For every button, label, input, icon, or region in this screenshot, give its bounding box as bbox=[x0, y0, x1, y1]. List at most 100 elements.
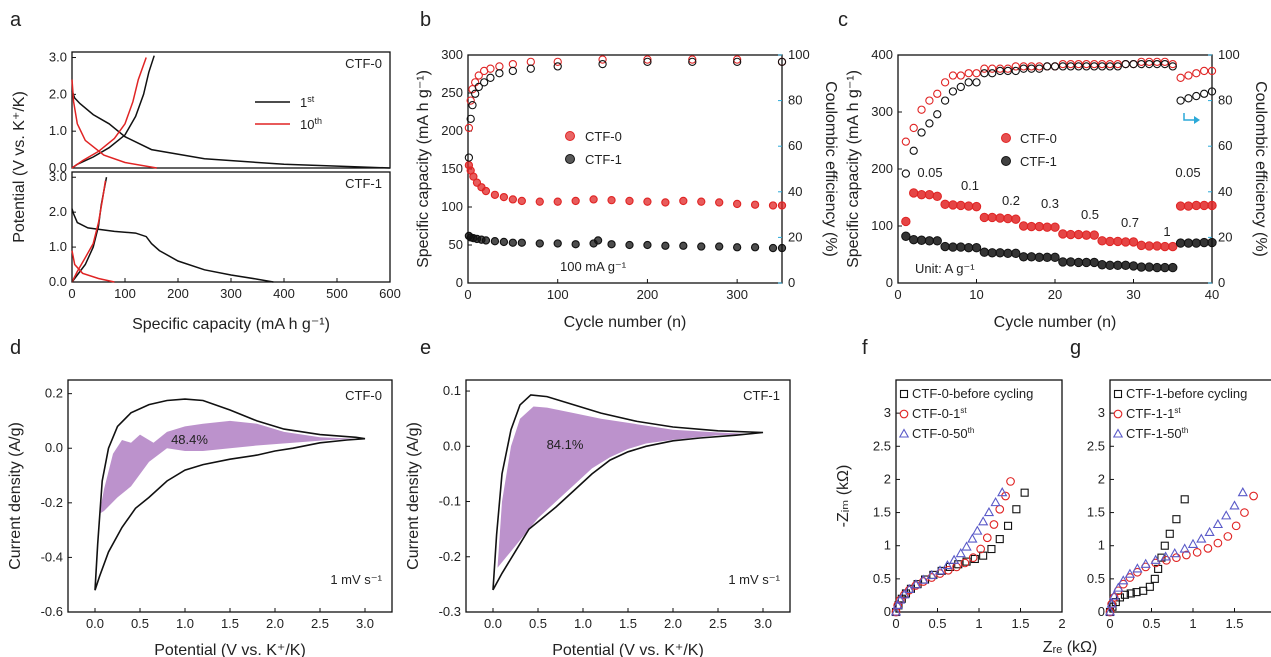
panel-c-point-CTF-1 bbox=[979, 247, 990, 257]
panel-d-cv-curve bbox=[94, 398, 366, 591]
panel-c-point-CTF-0-efficiency bbox=[995, 64, 1005, 73]
panel-e-ylabel: Current density (A/g) bbox=[405, 422, 422, 570]
panel-g-legend-marker bbox=[1113, 409, 1123, 419]
panel-c-point-CTF-1-efficiency bbox=[1011, 66, 1020, 76]
panel-c-point-CTF-1-efficiency bbox=[1066, 62, 1075, 71]
panel-b-point-CTF-0-efficiency bbox=[464, 123, 474, 133]
panel-c-point-CTF-1-efficiency bbox=[1027, 64, 1036, 73]
panel-c-point-CTF-0 bbox=[1058, 229, 1068, 239]
panel-f-point-circle bbox=[911, 581, 921, 590]
panel-c-point-CTF-0-efficiency bbox=[1011, 62, 1020, 71]
panel-c-point-CTF-0-efficiency bbox=[1003, 64, 1013, 73]
panel-b-point-CTF-1-capacity bbox=[732, 243, 742, 252]
panel-c-point-CTF-0-efficiency bbox=[1152, 57, 1162, 66]
panel-f-point-triangle bbox=[918, 574, 929, 584]
panel-a-subplot-frame bbox=[71, 171, 391, 283]
panel-c-point-CTF-0 bbox=[1066, 229, 1076, 240]
panel-e-ytick-label: -0.2 bbox=[439, 549, 461, 564]
panel-c-point-CTF-0-efficiency bbox=[1137, 57, 1146, 66]
panel-c-point-CTF-0 bbox=[1160, 241, 1170, 252]
panel-c-point-CTF-0 bbox=[1199, 200, 1209, 211]
panel-c-point-CTF-1 bbox=[1152, 262, 1162, 273]
panel-a-series-1st-discharge bbox=[71, 90, 391, 169]
panel-b-point-CTF-1-efficiency bbox=[553, 62, 562, 71]
panel-d-ytick-label: -0.2 bbox=[41, 495, 63, 510]
panel-c-point-CTF-0 bbox=[956, 200, 966, 211]
panel-g-xtick-label: 1 bbox=[1189, 616, 1196, 631]
panel-e-xtick-label: 2.0 bbox=[664, 616, 682, 631]
panel-b-ytick-label: 150 bbox=[441, 161, 463, 176]
panel-f-point-triangle bbox=[934, 565, 946, 575]
panel-b-point-CTF-0-capacity bbox=[499, 192, 509, 202]
panel-c-point-CTF-0-efficiency bbox=[1105, 59, 1115, 69]
panel-b-point-CTF-0-capacity bbox=[661, 198, 670, 207]
panel-b-point-CTF-1-capacity bbox=[490, 237, 500, 246]
panel-g-point-square bbox=[1120, 590, 1129, 599]
panel-c-point-CTF-1-efficiency bbox=[1058, 62, 1067, 71]
panel-g-legend-label: CTF-1-1st bbox=[1126, 406, 1181, 421]
panel-g-point-square bbox=[1172, 515, 1181, 524]
panel-c-point-CTF-1 bbox=[1168, 262, 1178, 273]
panel-b-point-CTF-0-capacity bbox=[750, 200, 760, 209]
panel-g-ytick-label: 2 bbox=[1098, 471, 1105, 486]
panel-b-point-CTF-1-efficiency bbox=[474, 82, 483, 92]
panel-f-legend-label: CTF-0-50th bbox=[912, 426, 974, 441]
panel-f-xtick-label: 0.5 bbox=[928, 616, 946, 631]
panel-c-xtick-label: 0 bbox=[894, 287, 901, 302]
panel-c-point-CTF-1-efficiency bbox=[1207, 87, 1217, 96]
panel-f-point-triangle bbox=[892, 599, 903, 609]
panel-c-point-CTF-0 bbox=[1097, 236, 1107, 246]
panel-c-ytick-label: 100 bbox=[871, 218, 893, 233]
panel-f-point-circle bbox=[943, 565, 953, 575]
panel-g-point-triangle bbox=[1196, 533, 1207, 543]
panel-g-point-triangle bbox=[1118, 575, 1129, 585]
panel-label-f: f bbox=[862, 337, 868, 359]
panel-c-point-CTF-1-efficiency bbox=[1160, 59, 1170, 69]
panel-c-ytick-label: 400 bbox=[871, 47, 893, 62]
panel-c-point-CTF-0-efficiency bbox=[917, 105, 926, 114]
panel-c-point-CTF-1 bbox=[1018, 252, 1029, 262]
panel-a-series-10th-charge bbox=[71, 57, 147, 169]
panel-a-ytick-label: 1.0 bbox=[49, 123, 67, 138]
panel-b-right-ytick-label: 100 bbox=[788, 47, 810, 62]
panel-e-ytick-label: 0.1 bbox=[443, 383, 461, 398]
panel-b-point-CTF-0-efficiency bbox=[466, 96, 475, 105]
panel-g-ytick-label: 0 bbox=[1098, 604, 1105, 619]
panel-c-point-CTF-0 bbox=[1026, 221, 1037, 232]
panel-g-point-square bbox=[1157, 553, 1166, 562]
panel-f-ytick-label: 2 bbox=[884, 471, 891, 486]
panel-label-d: d bbox=[10, 337, 21, 359]
panel-f-xtick-label: 1 bbox=[975, 616, 982, 631]
panel-c-point-CTF-1 bbox=[1003, 248, 1013, 259]
panel-c-xtick-label: 10 bbox=[969, 287, 983, 302]
panel-f-point-triangle bbox=[983, 506, 995, 517]
panel-b-point-CTF-0-capacity bbox=[625, 196, 634, 206]
panel-g-point-circle bbox=[1203, 544, 1213, 553]
panel-b-point-CTF-1-capacity bbox=[750, 243, 760, 252]
panel-c-point-CTF-1-efficiency bbox=[940, 96, 950, 105]
panel-c-point-CTF-1 bbox=[932, 236, 942, 246]
panel-a-ytick-label: 0.0 bbox=[49, 160, 67, 175]
panel-g-point-triangle bbox=[1113, 582, 1124, 592]
panel-c-point-CTF-1-efficiency bbox=[964, 78, 973, 87]
panel-b-point-CTF-1-efficiency bbox=[464, 153, 474, 162]
panel-b-point-CTF-1-capacity bbox=[697, 242, 706, 251]
panel-f-ytick-label: 0.5 bbox=[873, 571, 891, 586]
panel-c-point-CTF-0-efficiency bbox=[940, 78, 950, 87]
panel-g-point-triangle bbox=[1229, 500, 1240, 510]
panel-c-point-CTF-1 bbox=[1042, 252, 1052, 263]
panel-d-ytick-label: 0.0 bbox=[45, 440, 63, 455]
panel-b-point-CTF-1-capacity bbox=[499, 237, 509, 247]
panel-c-point-CTF-1-efficiency bbox=[948, 87, 958, 96]
panel-d-xtick-label: 2.0 bbox=[266, 616, 284, 631]
panel-c-point-CTF-0-efficiency bbox=[1160, 57, 1170, 66]
panel-c-point-CTF-1-efficiency bbox=[1152, 59, 1162, 69]
panel-f-point-circle bbox=[976, 544, 986, 554]
panel-c-legend-label: CTF-0 bbox=[1020, 131, 1057, 146]
panel-c-point-CTF-1 bbox=[1207, 237, 1217, 248]
panel-a-ylabel: Potential (V vs. K⁺/K) bbox=[11, 91, 28, 243]
panel-c-legend-marker bbox=[1001, 133, 1011, 143]
panel-c-point-CTF-0-efficiency bbox=[980, 64, 989, 73]
panel-d-xtick-label: 3.0 bbox=[356, 616, 374, 631]
panel-g-legend-label: CTF-1-before cycling bbox=[1126, 386, 1247, 401]
